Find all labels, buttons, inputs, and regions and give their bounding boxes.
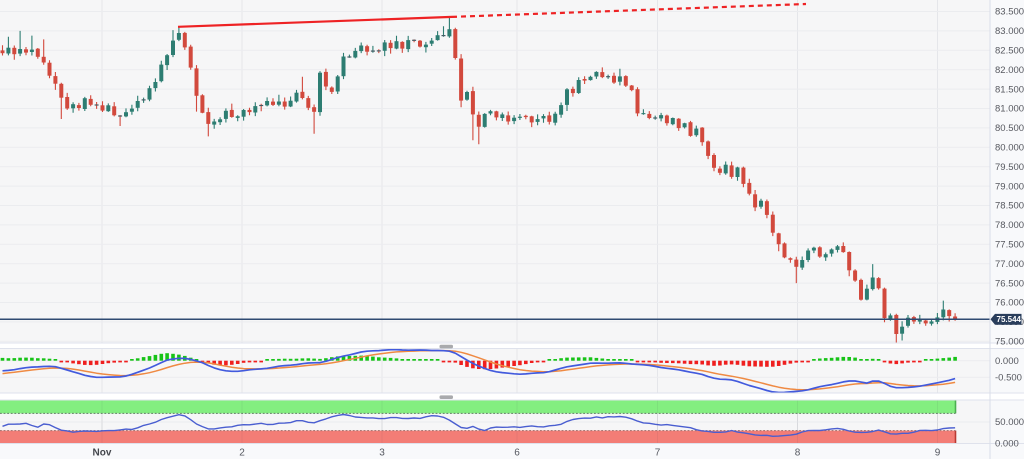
svg-text:76.500: 76.500 [995, 278, 1024, 289]
svg-text:50.000: 50.000 [995, 417, 1024, 428]
svg-text:78.500: 78.500 [995, 201, 1024, 212]
svg-text:81.000: 81.000 [995, 104, 1024, 115]
svg-text:83.000: 83.000 [995, 26, 1024, 37]
svg-text:75.000: 75.000 [995, 337, 1024, 348]
svg-text:0.000: 0.000 [995, 356, 1019, 367]
svg-text:83.500: 83.500 [995, 7, 1024, 18]
svg-text:75.544: 75.544 [997, 315, 1022, 324]
svg-text:8: 8 [795, 448, 801, 459]
svg-text:82.000: 82.000 [995, 65, 1024, 76]
svg-text:80.500: 80.500 [995, 123, 1024, 134]
svg-text:0.000: 0.000 [995, 439, 1019, 450]
svg-text:Nov: Nov [93, 448, 112, 459]
svg-text:77.500: 77.500 [995, 240, 1024, 251]
svg-text:81.500: 81.500 [995, 84, 1024, 95]
svg-text:78.000: 78.000 [995, 220, 1024, 231]
svg-text:6: 6 [514, 448, 520, 459]
svg-text:79.000: 79.000 [995, 181, 1024, 192]
svg-text:9: 9 [935, 448, 941, 459]
svg-text:79.500: 79.500 [995, 162, 1024, 173]
svg-text:3: 3 [379, 448, 385, 459]
svg-text:77.000: 77.000 [995, 259, 1024, 270]
svg-text:-0.500: -0.500 [995, 372, 1022, 383]
svg-text:80.000: 80.000 [995, 143, 1024, 154]
svg-text:7: 7 [655, 448, 661, 459]
svg-text:2: 2 [239, 448, 245, 459]
svg-text:82.500: 82.500 [995, 46, 1024, 57]
svg-text:76.000: 76.000 [995, 298, 1024, 309]
